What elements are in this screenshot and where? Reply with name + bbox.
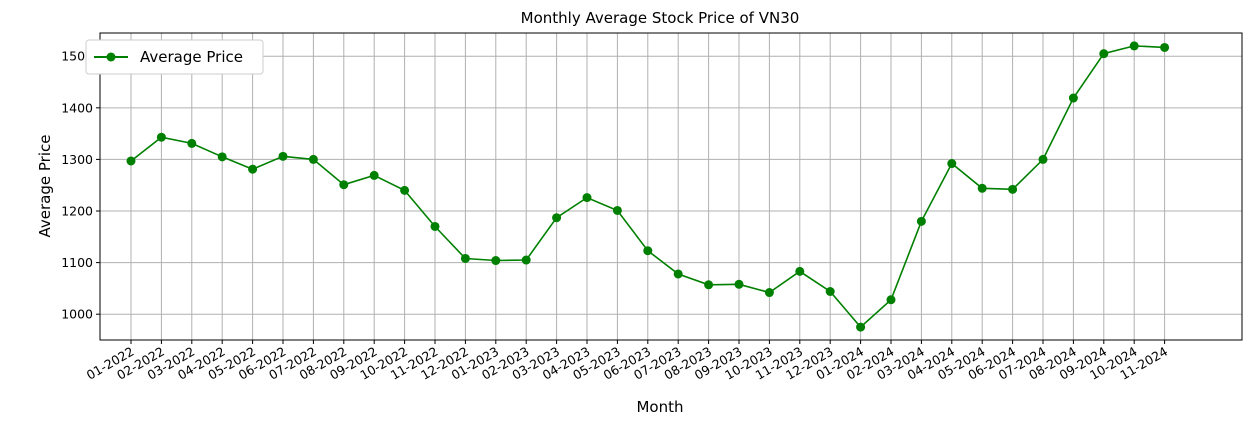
- data-point: [400, 185, 410, 195]
- plot-frame: [99, 32, 1243, 341]
- data-point: [187, 138, 197, 148]
- chart-title: Monthly Average Stock Price of VN30: [521, 9, 800, 27]
- data-point: [1068, 93, 1078, 103]
- data-point: [339, 180, 349, 190]
- data-point: [491, 256, 501, 266]
- data-point: [1008, 184, 1018, 194]
- data-point: [856, 322, 866, 332]
- data-point: [278, 151, 288, 161]
- y-axis-label: Average Price: [36, 135, 54, 238]
- data-point: [430, 221, 440, 231]
- x-axis-label: Month: [636, 398, 683, 416]
- data-point: [795, 266, 805, 276]
- data-point: [460, 253, 470, 263]
- y-tick-label: 1000: [61, 307, 93, 322]
- data-point: [612, 205, 622, 215]
- legend-box: [85, 39, 264, 75]
- data-point: [764, 288, 774, 298]
- data-point: [1160, 42, 1170, 52]
- data-point: [1099, 49, 1109, 59]
- y-tick-label: 1100: [61, 255, 93, 270]
- data-point: [643, 246, 653, 256]
- data-point: [308, 154, 318, 164]
- legend-marker-swatch: [106, 52, 116, 62]
- tick-layer: 01-202202-202203-202204-202205-202206-20…: [61, 49, 1170, 383]
- data-point: [552, 213, 562, 223]
- data-point: [369, 170, 379, 180]
- y-tick-label: 1200: [61, 204, 93, 219]
- data-point: [947, 159, 957, 169]
- data-point: [582, 193, 592, 203]
- data-point: [916, 216, 926, 226]
- y-tick-label: 1300: [61, 152, 93, 167]
- data-point: [886, 295, 896, 305]
- data-point: [673, 269, 683, 279]
- data-point: [1038, 154, 1048, 164]
- y-tick-label: 1400: [61, 100, 93, 115]
- legend-label: Average Price: [140, 48, 243, 66]
- data-point: [217, 152, 227, 162]
- data-point: [825, 286, 835, 296]
- data-point: [126, 156, 136, 166]
- data-point: [977, 183, 987, 193]
- data-point: [734, 279, 744, 289]
- legend: Average Price: [85, 39, 264, 75]
- data-point: [248, 164, 258, 174]
- series-layer: [126, 41, 1170, 332]
- data-point: [521, 255, 531, 265]
- data-point: [1129, 41, 1139, 51]
- data-point: [156, 132, 166, 142]
- y-tick-label: 1500: [61, 49, 93, 64]
- grid-layer: [100, 33, 1242, 340]
- data-point: [704, 280, 714, 290]
